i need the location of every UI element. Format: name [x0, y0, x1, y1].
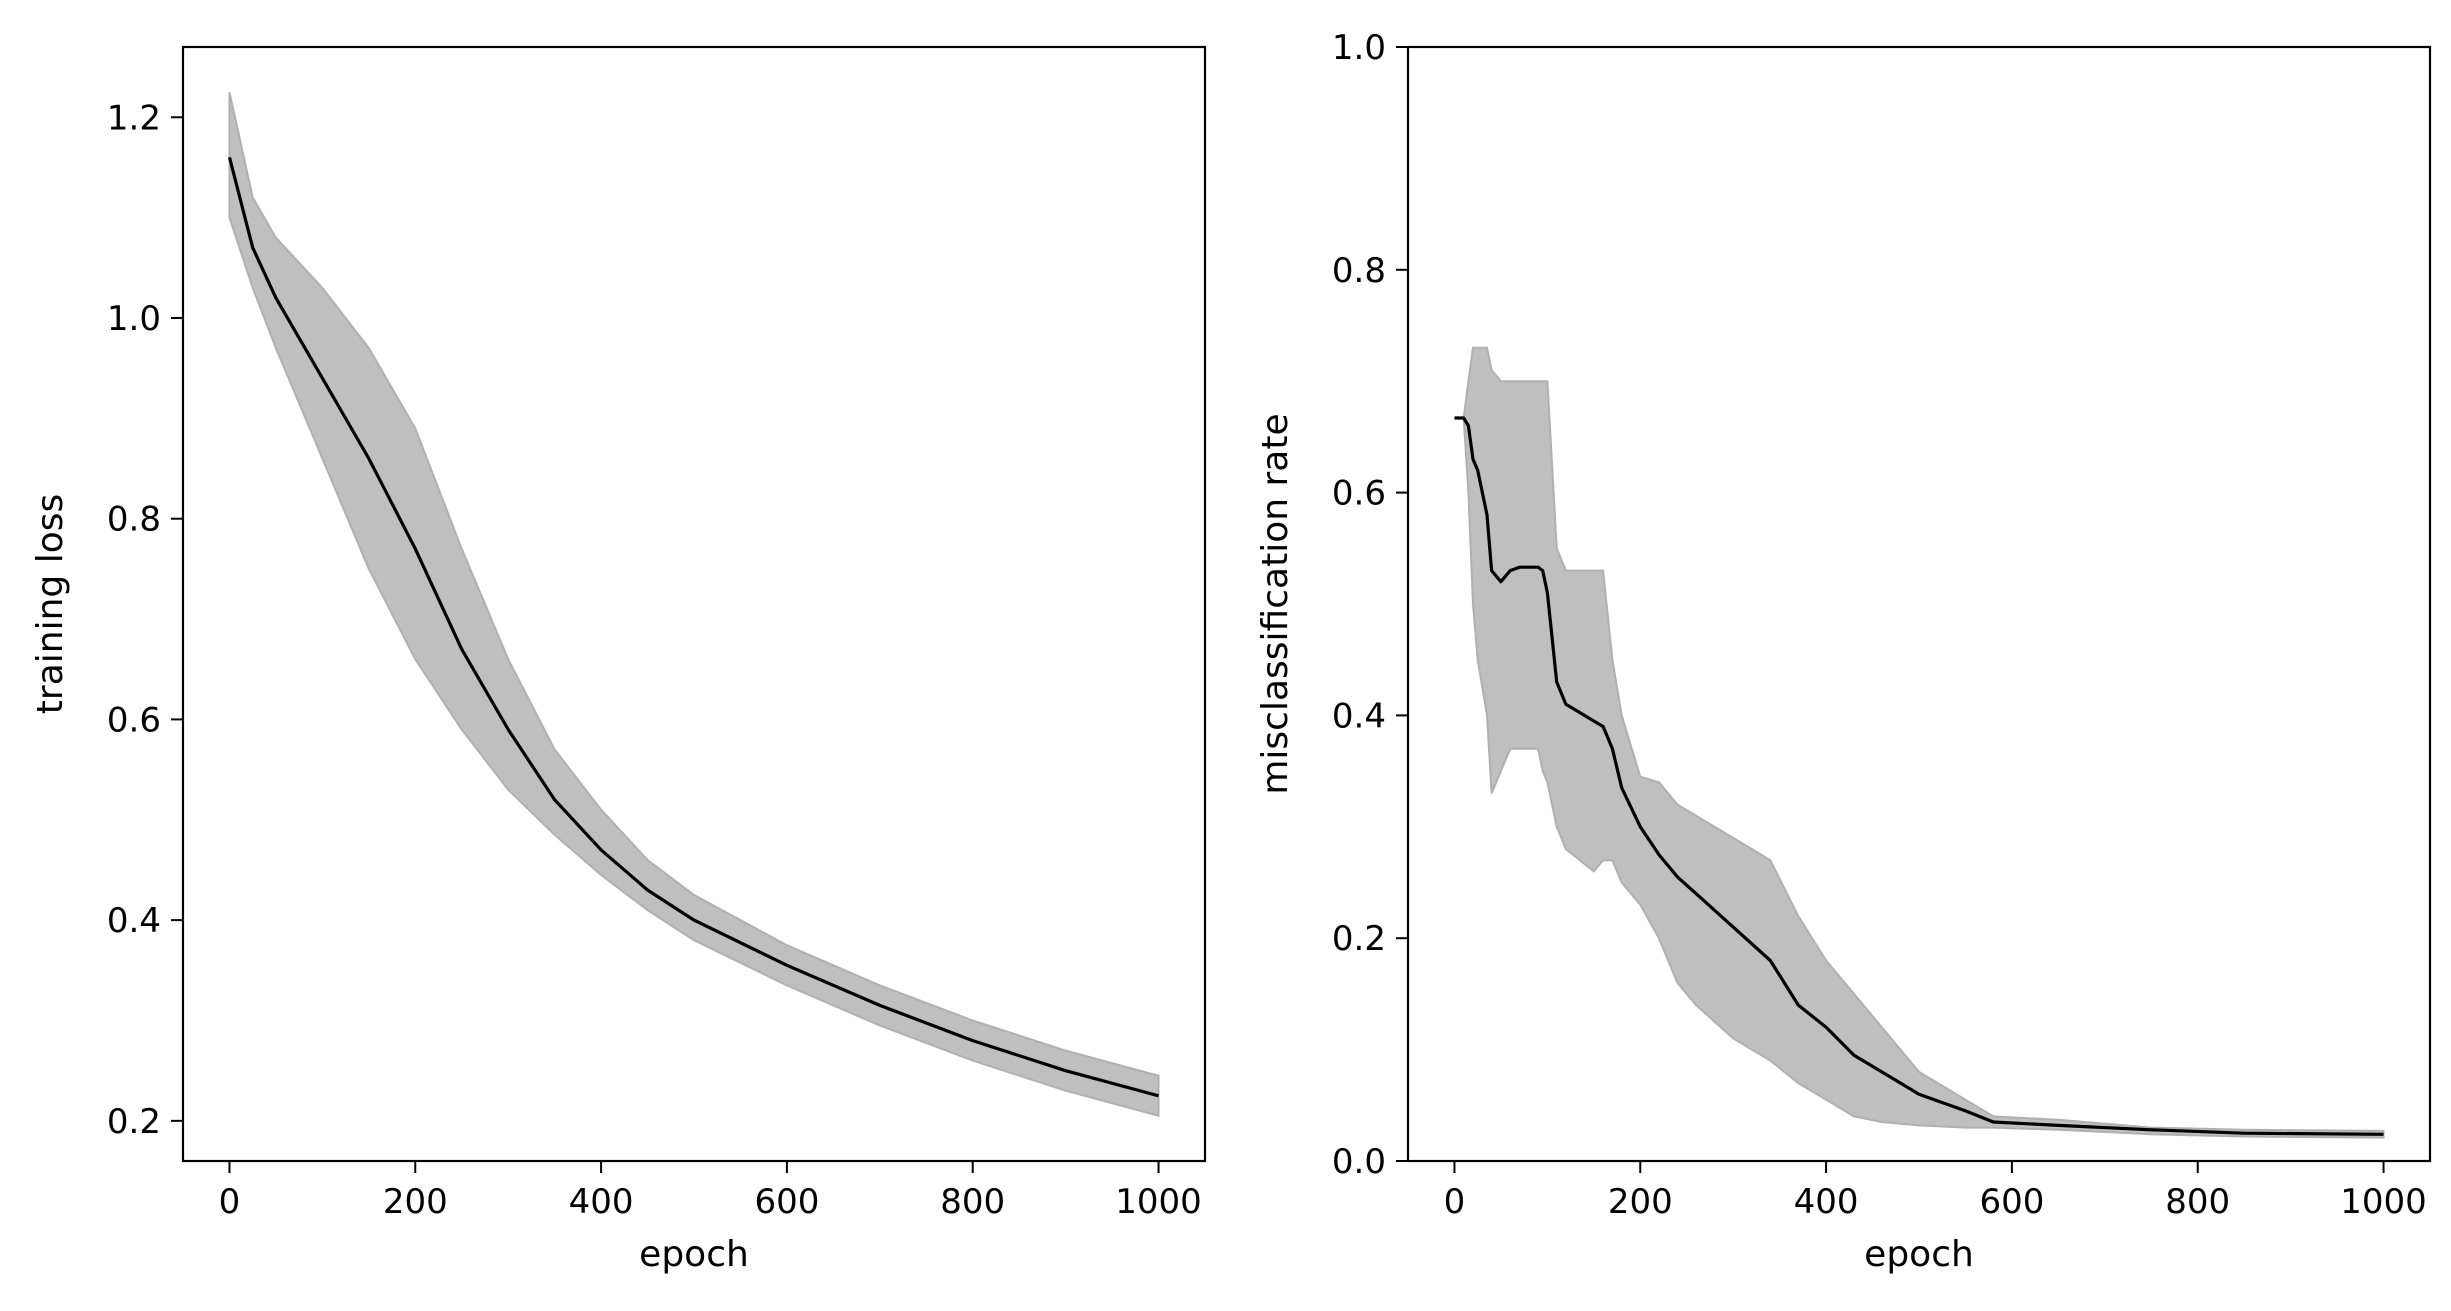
y-tick-label: 0.6: [1332, 474, 1386, 514]
y-axis-label: training loss: [30, 494, 71, 714]
confidence-band: [228, 91, 1160, 1118]
y-tick-label: 0.8: [1332, 251, 1386, 291]
x-tick-label: 0: [1444, 1182, 1466, 1222]
confidence-band: [1454, 346, 2385, 1139]
axes-frame: [1406, 45, 2432, 1163]
y-tick-label: 1.0: [1332, 28, 1386, 68]
x-axis-label: epoch: [639, 1234, 749, 1275]
y-tick-label: 0.2: [1332, 919, 1386, 959]
mean-line: [227, 157, 1159, 1098]
x-tick-label: 1000: [1115, 1182, 1202, 1222]
x-tick-label: 800: [940, 1182, 1005, 1222]
y-tick-label: 0.4: [1332, 696, 1386, 736]
y-axis-label: misclassification rate: [1255, 413, 1296, 794]
x-tick-label: 600: [754, 1182, 819, 1222]
y-tick-label: 1.2: [107, 98, 161, 138]
x-tick-label: 400: [569, 1182, 634, 1222]
x-tick-label: 1000: [2340, 1182, 2427, 1222]
x-tick-label: 0: [219, 1182, 241, 1222]
y-tick-label: 0.4: [107, 901, 161, 941]
training-loss-panel: 0 200 400 600 800 1000 0.2 0.4 0.6 0.8 1.0 1.2 epoch…: [30, 45, 1207, 1275]
y-tick-label: 1.0: [107, 299, 161, 339]
y-tick-label: 0.8: [107, 500, 161, 540]
mean-line: [1454, 416, 2384, 1136]
y-tick-label: 0.2: [107, 1102, 161, 1142]
x-axis-label: epoch: [1864, 1234, 1974, 1275]
y-tick-label: 0.0: [1332, 1142, 1386, 1182]
axes-frame: [181, 45, 1207, 1163]
x-tick-label: 600: [1979, 1182, 2044, 1222]
x-tick-label: 200: [1608, 1182, 1673, 1222]
y-tick-label: 0.6: [107, 700, 161, 740]
x-tick-label: 200: [383, 1182, 448, 1222]
x-tick-label: 400: [1794, 1182, 1859, 1222]
misclassification-rate-panel: 0 200 400 600 800 1000 0.0 0.2 0.4 0.6 0.8 1.0 epoch…: [1255, 28, 2432, 1275]
x-tick-label: 800: [2165, 1182, 2230, 1222]
